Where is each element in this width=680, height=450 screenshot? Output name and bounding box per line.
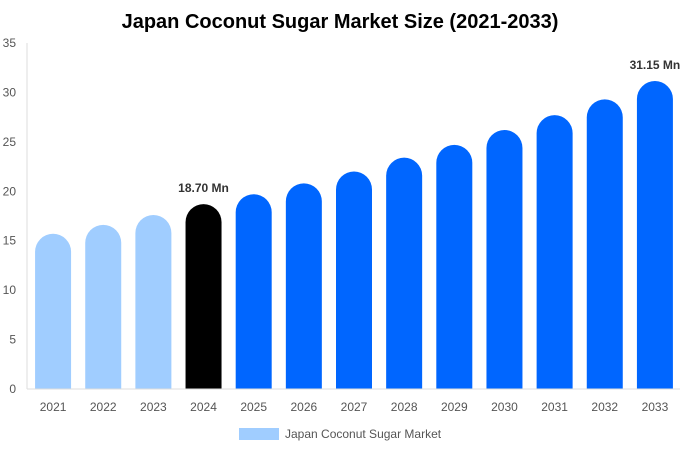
bar-2032[interactable] bbox=[586, 99, 623, 389]
x-tick-label: 2032 bbox=[591, 400, 618, 414]
bar-2028[interactable] bbox=[386, 157, 423, 389]
x-tick-label: 2029 bbox=[441, 400, 468, 414]
x-tick-label: 2022 bbox=[90, 400, 117, 414]
y-axis: 0 5 10 15 20 25 30 35 bbox=[3, 36, 28, 396]
y-tick-label: 20 bbox=[3, 184, 17, 198]
bar-2021[interactable] bbox=[35, 233, 72, 389]
y-tick-label: 25 bbox=[3, 135, 17, 149]
bar-2031[interactable] bbox=[536, 115, 573, 389]
y-tick-label: 10 bbox=[3, 283, 17, 297]
bar-2029[interactable] bbox=[436, 144, 473, 389]
bar-2030[interactable] bbox=[486, 129, 523, 389]
x-tick-label: 2021 bbox=[40, 400, 67, 414]
bars bbox=[35, 81, 673, 389]
data-labels: 18.70 Mn 31.15 Mn bbox=[178, 58, 680, 195]
y-tick-label: 5 bbox=[9, 333, 16, 347]
data-label: 31.15 Mn bbox=[630, 58, 680, 72]
y-tick-label: 30 bbox=[3, 85, 17, 99]
y-tick-label: 35 bbox=[3, 36, 17, 50]
x-tick-label: 2027 bbox=[341, 400, 368, 414]
bar-2025[interactable] bbox=[235, 194, 272, 389]
bar-2022[interactable] bbox=[85, 224, 122, 389]
x-tick-label: 2026 bbox=[290, 400, 317, 414]
legend-label: Japan Coconut Sugar Market bbox=[285, 427, 442, 441]
x-axis: 2021 2022 2023 2024 2025 2026 2027 2028 2029 2030… bbox=[27, 388, 680, 414]
x-tick-label: 2028 bbox=[391, 400, 418, 414]
legend[interactable]: Japan Coconut Sugar Market bbox=[239, 427, 442, 441]
bar-2024[interactable] bbox=[185, 204, 222, 389]
x-tick-label: 2024 bbox=[190, 400, 217, 414]
chart-title: Japan Coconut Sugar Market Size (2021-20… bbox=[122, 11, 559, 33]
x-tick-label: 2033 bbox=[642, 400, 669, 414]
bar-2027[interactable] bbox=[336, 171, 372, 389]
y-tick-label: 0 bbox=[9, 382, 16, 396]
y-tick-label: 15 bbox=[3, 234, 17, 248]
bar-2023[interactable] bbox=[135, 215, 172, 389]
x-tick-label: 2023 bbox=[140, 400, 167, 414]
bar-2033[interactable] bbox=[636, 81, 673, 389]
legend-swatch bbox=[239, 428, 279, 440]
x-tick-label: 2031 bbox=[541, 400, 568, 414]
x-tick-label: 2025 bbox=[240, 400, 267, 414]
bar-2026[interactable] bbox=[285, 183, 322, 389]
data-label: 18.70 Mn bbox=[178, 181, 229, 195]
x-tick-label: 2030 bbox=[491, 400, 518, 414]
